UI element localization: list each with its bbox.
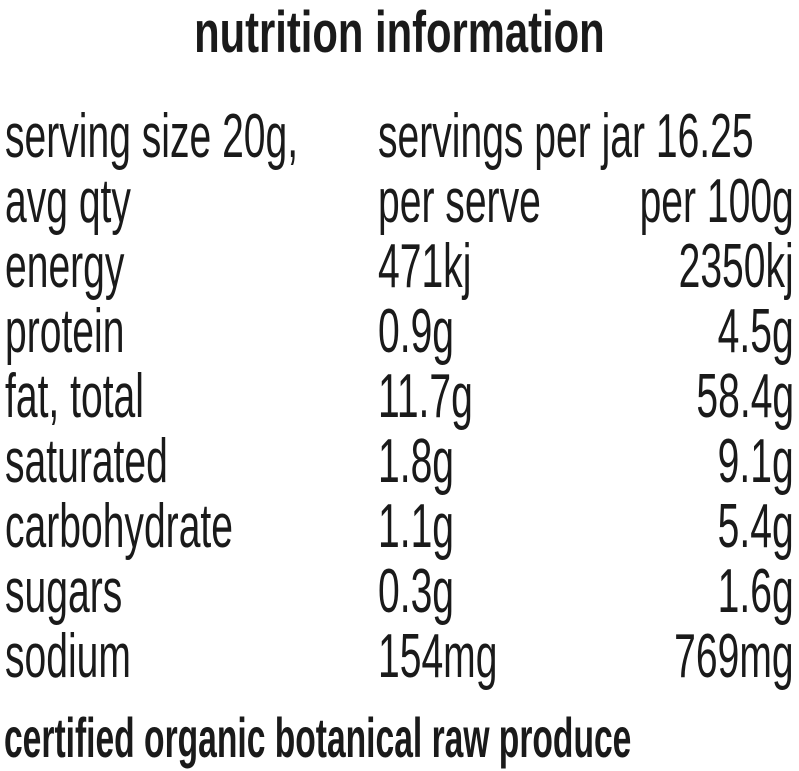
nutrient-name: saturated bbox=[5, 427, 168, 496]
nutrient-name: sodium bbox=[5, 622, 131, 691]
title: nutrition information bbox=[194, 0, 605, 65]
nutrient-value: 11.7g bbox=[378, 362, 473, 431]
nutrient-value: 5.4g bbox=[717, 492, 794, 561]
nutrient-value: 58.4g bbox=[696, 362, 794, 431]
serving-size: serving size 20g, bbox=[5, 102, 299, 171]
footer: certified organic botanical raw produce bbox=[4, 706, 632, 769]
nutrient-value: 0.3g bbox=[378, 557, 455, 626]
nutrient-value: 0.9g bbox=[378, 297, 455, 366]
column-header: avg qty bbox=[5, 167, 131, 236]
servings-per-container: servings per jar 16.25 bbox=[378, 102, 754, 171]
nutrient-value: 1.1g bbox=[378, 492, 455, 561]
column-header: per serve bbox=[378, 167, 541, 236]
nutrient-value: 1.8g bbox=[378, 427, 455, 496]
column-header: per 100g bbox=[639, 167, 794, 236]
nutrient-name: protein bbox=[5, 297, 125, 366]
nutrient-value: 471kj bbox=[378, 232, 472, 301]
nutrient-name: fat, total bbox=[5, 362, 144, 431]
nutrient-value: 154mg bbox=[378, 622, 498, 691]
nutrient-name: energy bbox=[5, 232, 125, 301]
nutrient-name: sugars bbox=[5, 557, 123, 626]
nutrient-value: 2350kj bbox=[678, 232, 794, 301]
nutrient-value: 9.1g bbox=[717, 427, 794, 496]
nutrient-name: carbohydrate bbox=[5, 492, 233, 561]
nutrient-value: 769mg bbox=[674, 622, 794, 691]
nutrient-value: 4.5g bbox=[717, 297, 794, 366]
nutrient-value: 1.6g bbox=[717, 557, 794, 626]
